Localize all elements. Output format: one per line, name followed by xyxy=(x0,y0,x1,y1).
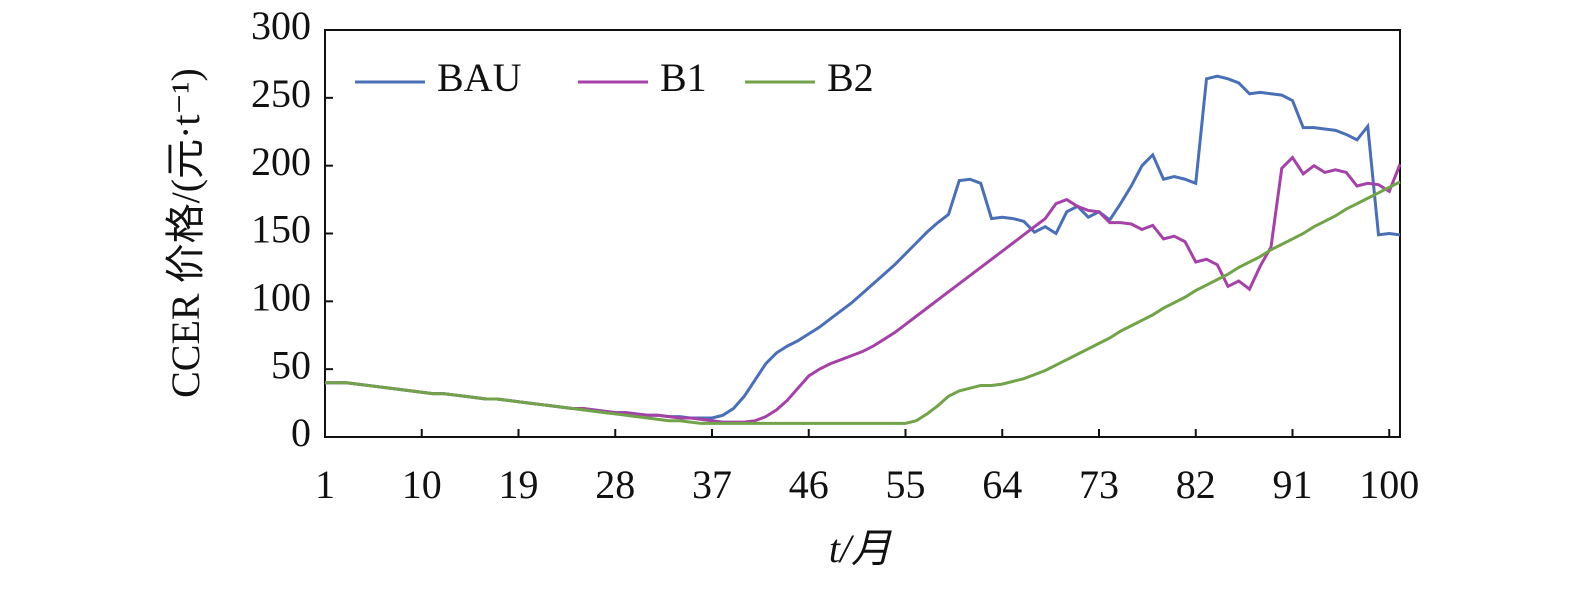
x-tick-label: 19 xyxy=(499,462,539,507)
x-tick-label: 82 xyxy=(1176,462,1216,507)
x-tick-label: 37 xyxy=(692,462,732,507)
y-tick-label: 150 xyxy=(251,207,311,252)
line-series xyxy=(325,155,1402,424)
y-tick-label: 200 xyxy=(251,139,311,184)
x-tick-label: 100 xyxy=(1359,462,1419,507)
x-tick-label: 55 xyxy=(886,462,926,507)
x-tick-label: 64 xyxy=(982,462,1022,507)
y-axis-label: CCER 价格/(元·t⁻¹) xyxy=(163,68,208,398)
legend-label: B2 xyxy=(827,55,874,100)
line-series xyxy=(325,74,1401,420)
y-tick-label: 100 xyxy=(251,275,311,320)
y-tick-label: 50 xyxy=(271,342,311,387)
line-series xyxy=(325,180,1401,425)
legend-label: B1 xyxy=(660,55,707,100)
x-tick-label: 91 xyxy=(1273,462,1313,507)
x-axis-label: t/月 xyxy=(829,526,892,571)
x-tick-label: 28 xyxy=(595,462,635,507)
y-tick-label: 300 xyxy=(251,3,311,48)
x-tick-label: 1 xyxy=(315,462,335,507)
x-tick-label: 46 xyxy=(789,462,829,507)
x-tick-label: 73 xyxy=(1079,462,1119,507)
y-tick-label: 0 xyxy=(291,410,311,455)
y-tick-label: 250 xyxy=(251,71,311,116)
x-tick-label: 10 xyxy=(402,462,442,507)
legend-label: BAU xyxy=(437,55,522,100)
